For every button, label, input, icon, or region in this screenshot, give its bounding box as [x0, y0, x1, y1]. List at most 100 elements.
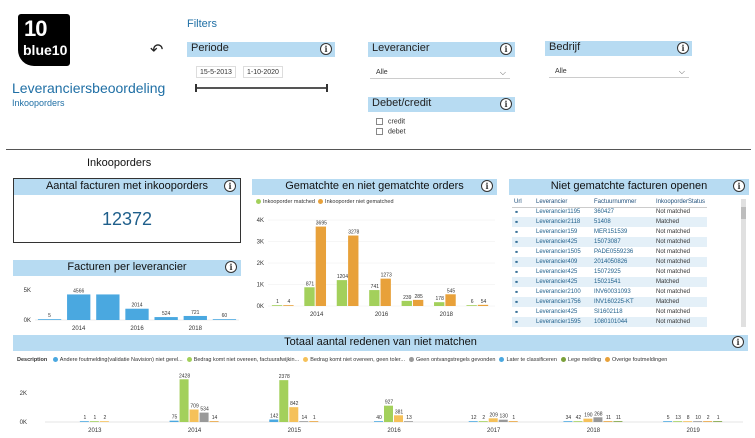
redenen-chart-title: Totaal aantal redenen van niet matchen	[284, 336, 477, 348]
data-label: 13	[675, 415, 681, 421]
legend-dot	[604, 357, 610, 363]
info-icon[interactable]: i	[500, 43, 512, 55]
info-icon[interactable]: i	[732, 336, 744, 348]
legend-label: Lege melding	[567, 357, 601, 363]
kpi-value: 12372	[101, 209, 153, 229]
bar	[289, 407, 299, 422]
link-icon[interactable]: ⚭	[514, 249, 520, 256]
periode-start-input[interactable]: 15-5-2013	[196, 66, 236, 78]
periode-slider-end-handle[interactable]	[326, 84, 328, 92]
info-icon[interactable]: i	[320, 43, 332, 55]
table-row[interactable]: ⚭ Leverancier425 15021541 Matched	[512, 277, 708, 287]
checkbox-debet[interactable]: debet	[376, 128, 406, 135]
legend-dot	[560, 357, 566, 363]
section-divider	[6, 149, 751, 150]
info-icon[interactable]: i	[225, 261, 237, 273]
link-icon[interactable]: ⚭	[514, 309, 520, 316]
data-label: 60	[222, 313, 228, 319]
legend-label: Inkooporder matched	[263, 199, 315, 205]
x-tick-label: 2018	[587, 428, 601, 434]
bar	[271, 305, 283, 306]
cell-factuurnummer: MER151539	[594, 229, 628, 235]
periode-end-input[interactable]: 1-10-2020	[243, 66, 283, 78]
data-label: 14	[212, 415, 218, 421]
checkbox-credit-label: credit	[388, 118, 406, 126]
link-icon[interactable]: ⚭	[514, 209, 520, 216]
bedrijf-dropdown[interactable]: Alle ⌵	[549, 66, 689, 78]
link-icon[interactable]: ⚭	[512, 237, 534, 247]
bar	[384, 405, 393, 422]
bar	[412, 299, 424, 306]
data-label: 5	[48, 313, 51, 319]
undo-icon[interactable]: ↶	[150, 42, 164, 59]
link-icon[interactable]: ⚭	[512, 257, 534, 267]
debetcredit-label: Debet/credit	[372, 97, 432, 109]
redenen-legend: Description Andere foutmelding(validatie…	[17, 357, 667, 363]
data-label: 142	[270, 414, 279, 420]
cell-leverancier: Leverancier1195	[536, 209, 581, 216]
data-label: 1	[717, 415, 720, 421]
data-label: 34	[566, 415, 572, 421]
data-label: 2014	[131, 303, 142, 309]
table-row[interactable]: ⚭ Leverancier425 SI1602118 Not matched	[512, 307, 707, 317]
y-tick-label: 5K	[24, 288, 31, 294]
table-row[interactable]: ⚭ Leverancier425 15073087 Not matched	[512, 237, 708, 247]
table-row[interactable]: ⚭ Leverancier409 2014050826 Not matched	[512, 257, 708, 267]
link-icon[interactable]: ⚭	[514, 229, 520, 236]
bedrijf-label: Bedrijf	[549, 41, 581, 53]
data-label: 2	[482, 415, 485, 421]
cell-factuurnummer: 15072925	[594, 269, 621, 275]
data-label: 1	[512, 415, 515, 421]
periode-header: Periode i	[187, 42, 335, 57]
table-header-row: Url Leverancier Factuurnummer Inkooporde…	[512, 197, 708, 208]
info-icon[interactable]: i	[677, 42, 689, 54]
table-row[interactable]: ⚭ Leverancier2118 51408 Matched	[512, 217, 708, 227]
link-icon[interactable]: ⚭	[512, 317, 534, 327]
chevron-down-icon: ⌵	[499, 68, 506, 77]
leverancier-dropdown[interactable]: Alle ⌵	[370, 67, 510, 79]
legend-label: Geen ontvangstregels gevonden	[415, 357, 496, 363]
table-row[interactable]: ⚭ Leverancier2100 INV60031093 Not matched	[512, 287, 707, 297]
table-row[interactable]: ⚭ Leverancier425 15072925 Not matched	[512, 267, 707, 277]
link-icon[interactable]: ⚭	[514, 289, 520, 296]
table-row[interactable]: ⚭ Leverancier1505 PADE0559236 Not matched	[512, 247, 707, 257]
cell-factuurnummer: 15073087	[592, 237, 654, 247]
table-row[interactable]: ⚭ Leverancier1756 INV160225-KT Matched	[512, 297, 708, 307]
x-tick-label: 2014	[310, 312, 324, 318]
bar	[401, 300, 412, 306]
info-icon[interactable]: i	[500, 98, 512, 110]
bar	[508, 421, 518, 422]
info-icon[interactable]: i	[481, 180, 493, 192]
info-icon[interactable]: i	[224, 180, 236, 192]
link-icon[interactable]: ⚭	[514, 269, 520, 276]
table-scrollbar[interactable]	[741, 199, 746, 327]
table-scrollbar-thumb[interactable]	[741, 207, 746, 219]
table-row[interactable]: ⚭ Leverancier1595 1080101044 Not matched	[512, 317, 708, 327]
cell-status: Not matched	[656, 229, 691, 235]
data-label: 130	[500, 414, 509, 420]
leverancier-label: Leverancier	[372, 42, 430, 54]
periode-slider-start-handle[interactable]	[195, 84, 197, 92]
checkbox-box[interactable]	[376, 128, 383, 135]
bar	[369, 290, 380, 306]
link-icon[interactable]: ⚭	[512, 297, 534, 307]
data-label: 1	[93, 415, 96, 421]
table-row[interactable]: ⚭ Leverancier1195 360427 Not matched	[512, 207, 707, 217]
info-icon[interactable]: i	[733, 180, 745, 192]
periode-slider-track[interactable]	[196, 87, 328, 89]
bar	[478, 421, 488, 422]
table-row[interactable]: ⚭ Leverancier159 MER151539 Not matched	[512, 227, 707, 237]
bar	[380, 278, 391, 306]
bar	[468, 421, 478, 422]
bar	[209, 421, 219, 422]
checkbox-credit[interactable]: credit	[376, 118, 405, 125]
invoice-table: Url Leverancier Factuurnummer Inkooporde…	[512, 197, 708, 327]
bar	[336, 280, 348, 306]
bar	[169, 420, 179, 422]
checkbox-box[interactable]	[376, 118, 383, 125]
periode-label: Periode	[191, 42, 229, 54]
link-icon[interactable]: ⚭	[512, 277, 534, 287]
link-icon[interactable]: ⚭	[512, 217, 534, 227]
data-label: 11	[606, 415, 611, 421]
